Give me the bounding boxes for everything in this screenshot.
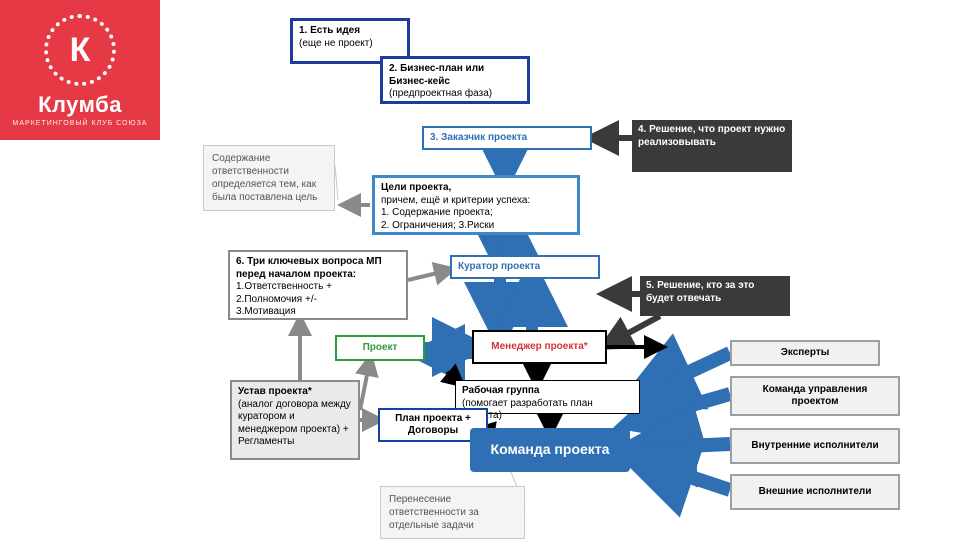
arrow-16 [360,360,370,410]
node-n4: 4. Решение, что проект нужно реализовыва… [632,120,792,172]
callout-c1: Содержание ответственности определяется … [203,145,335,211]
logo-subtitle: МАРКЕТИНГОВЫЙ КЛУБ СОЮЗА [0,120,160,127]
node-ext: Внешние исполнители [730,474,900,510]
arrow-21 [640,444,730,448]
arrow-13 [408,270,450,280]
logo-title: Клумба [0,92,160,118]
node-manager: Менеджер проекта* [472,330,607,364]
logo-badge: К Клумба МАРКЕТИНГОВЫЙ КЛУБ СОЮЗА [0,0,160,140]
logo-icon: К [44,14,116,86]
node-charter: Устав проекта*(аналог договора между кур… [230,380,360,460]
node-n3: 3. Заказчик проекта [422,126,592,150]
node-n6: 6. Три ключевых вопроса МП перед началом… [228,250,408,320]
arrow-20 [640,394,730,420]
arrow-19 [640,353,730,395]
node-n2: 2. Бизнес-план или Бизнес-кейс(предпроек… [380,56,530,104]
node-curator: Куратор проекта [450,255,600,279]
node-project: Проект [335,335,425,361]
node-goals: Цели проекта,причем, ещё и критерии успе… [372,175,580,235]
arrow-11 [608,316,660,344]
callout-c2: Перенесение ответственности за отдельные… [380,486,525,539]
node-int: Внутренние исполнители [730,428,900,464]
node-n5: 5. Решение, кто за это будет отвечать [640,276,790,316]
node-mgmt: Команда управления проектом [730,376,900,416]
node-experts: Эксперты [730,340,880,366]
arrow-22 [640,460,730,490]
node-team: Команда проекта [470,428,630,472]
